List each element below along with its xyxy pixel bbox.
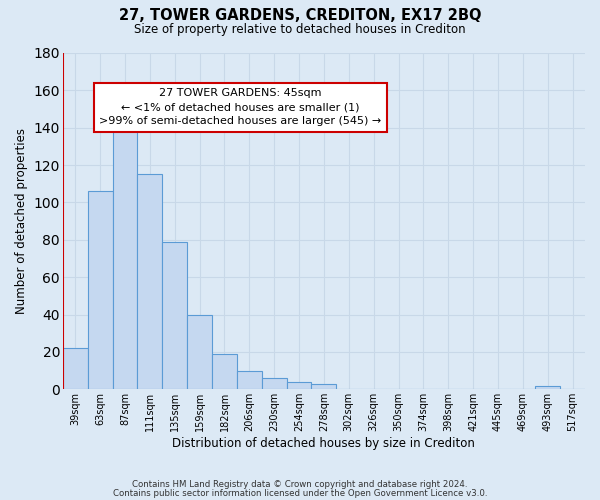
- Bar: [237, 370, 262, 390]
- Bar: [113, 116, 137, 390]
- Bar: [187, 314, 212, 390]
- Bar: [212, 354, 237, 390]
- Bar: [137, 174, 162, 390]
- Text: Contains public sector information licensed under the Open Government Licence v3: Contains public sector information licen…: [113, 489, 487, 498]
- Bar: [162, 242, 187, 390]
- Text: Contains HM Land Registry data © Crown copyright and database right 2024.: Contains HM Land Registry data © Crown c…: [132, 480, 468, 489]
- Bar: [63, 348, 88, 390]
- Bar: [262, 378, 287, 390]
- Text: Size of property relative to detached houses in Crediton: Size of property relative to detached ho…: [134, 22, 466, 36]
- Text: 27 TOWER GARDENS: 45sqm
← <1% of detached houses are smaller (1)
>99% of semi-de: 27 TOWER GARDENS: 45sqm ← <1% of detache…: [99, 88, 382, 126]
- Bar: [311, 384, 337, 390]
- Y-axis label: Number of detached properties: Number of detached properties: [15, 128, 28, 314]
- Bar: [88, 192, 113, 390]
- Text: 27, TOWER GARDENS, CREDITON, EX17 2BQ: 27, TOWER GARDENS, CREDITON, EX17 2BQ: [119, 8, 481, 22]
- Bar: [535, 386, 560, 390]
- Bar: [287, 382, 311, 390]
- X-axis label: Distribution of detached houses by size in Crediton: Distribution of detached houses by size …: [172, 437, 475, 450]
